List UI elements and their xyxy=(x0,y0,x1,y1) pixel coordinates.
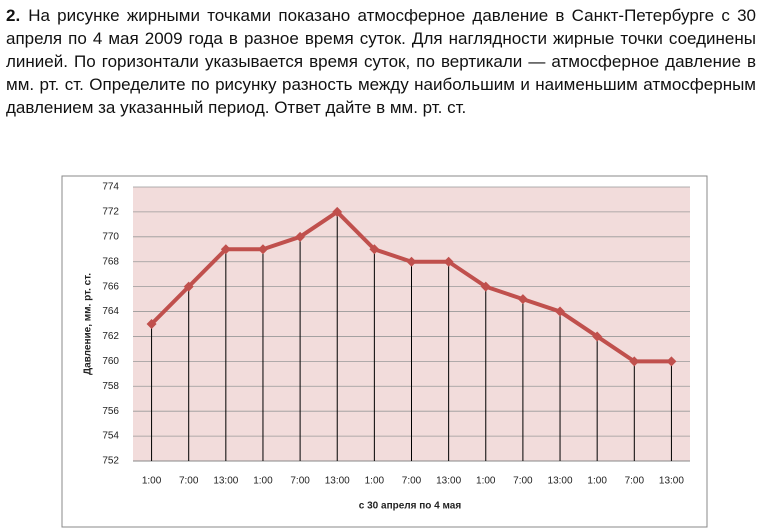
data-point xyxy=(480,281,491,292)
data-point xyxy=(220,244,231,255)
problem-text: На рисунке жирными точками показано атмо… xyxy=(6,6,756,117)
problem-number: 2. xyxy=(6,6,21,25)
y-axis-label: Давление, мм. рт. ст. xyxy=(83,273,94,375)
x-tick-label: 13:00 xyxy=(325,476,350,487)
x-tick-label: 7:00 xyxy=(402,476,422,487)
x-tick-label: 7:00 xyxy=(513,476,533,487)
y-tick-label: 772 xyxy=(102,207,119,218)
y-tick-label: 762 xyxy=(102,331,119,342)
y-tick-label: 760 xyxy=(102,356,119,367)
y-tick-label: 774 xyxy=(102,182,119,193)
x-tick-label: 1:00 xyxy=(365,476,385,487)
x-tick-label: 1:00 xyxy=(587,476,607,487)
data-point xyxy=(666,356,677,367)
data-point xyxy=(443,256,454,267)
x-axis-label: с 30 апреля по 4 мая xyxy=(359,501,462,512)
x-tick-label: 13:00 xyxy=(213,476,238,487)
y-tick-label: 770 xyxy=(102,231,119,242)
data-point xyxy=(295,231,306,242)
data-point xyxy=(555,306,566,317)
x-tick-label: 1:00 xyxy=(476,476,496,487)
x-tick-label: 7:00 xyxy=(179,476,199,487)
x-tick-label: 7:00 xyxy=(290,476,310,487)
x-tick-label: 1:00 xyxy=(253,476,273,487)
x-tick-label: 13:00 xyxy=(436,476,461,487)
y-tick-label: 758 xyxy=(102,381,119,392)
data-point xyxy=(146,319,157,329)
y-tick-label: 752 xyxy=(102,456,119,467)
data-point xyxy=(332,206,343,217)
y-tick-label: 764 xyxy=(102,306,119,317)
data-point xyxy=(369,244,380,255)
data-point xyxy=(406,256,417,267)
y-tick-label: 754 xyxy=(102,431,119,442)
data-point xyxy=(517,294,528,305)
x-tick-label: 7:00 xyxy=(625,476,645,487)
data-point xyxy=(183,281,194,292)
y-tick-label: 756 xyxy=(102,406,119,417)
x-tick-label: 1:00 xyxy=(142,476,162,487)
data-point xyxy=(592,331,603,342)
y-tick-label: 766 xyxy=(102,281,119,292)
y-tick-label: 768 xyxy=(102,256,119,267)
problem: 2. На рисунке жирными точками показано ат… xyxy=(6,4,756,119)
x-tick-label: 13:00 xyxy=(548,476,573,487)
x-tick-label: 13:00 xyxy=(659,476,684,487)
data-point xyxy=(257,244,268,255)
data-point xyxy=(629,356,640,367)
